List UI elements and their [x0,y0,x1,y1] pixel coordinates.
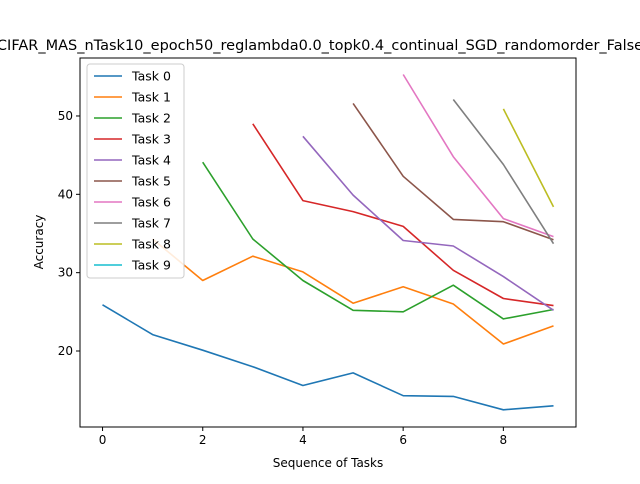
legend-label: Task 1 [131,90,171,105]
legend-label: Task 2 [131,111,171,126]
y-tick-label: 40 [58,187,73,201]
x-tick-label: 8 [500,433,508,447]
legend-label: Task 0 [131,69,171,84]
x-tick-label: 0 [99,433,107,447]
series-lines [102,74,555,411]
series-line-task-2 [202,161,554,320]
series-line-task-8 [502,108,555,208]
chart-title: CIFAR_MAS_nTask10_epoch50_reglambda0.0_t… [0,38,640,54]
y-axis-label: Accuracy [32,215,46,270]
x-tick-label: 2 [199,433,207,447]
legend-label: Task 4 [131,153,171,168]
x-tick-label: 6 [399,433,407,447]
y-tick-label: 50 [58,109,73,123]
plot-frame [79,57,577,428]
series-line-task-7 [452,99,555,245]
x-tick-label: 4 [299,433,307,447]
legend-label: Task 7 [131,216,171,231]
series-line-task-6 [402,74,554,238]
legend-label: Task 5 [131,174,171,189]
legend: Task 0 Task 1 Task 2 Task 3 Task 4 Task 5 Task… [86,63,185,279]
legend-label: Task 3 [131,132,171,147]
series-line-task-1 [152,238,554,345]
series-line-task-3 [252,123,554,307]
series-line-task-0 [102,304,554,411]
legend-label: Task 8 [131,237,171,252]
series-line-task-5 [352,102,554,241]
legend-label: Task 6 [131,195,171,210]
y-tick-label: 20 [58,344,73,358]
x-axis-label: Sequence of Tasks [273,456,384,470]
y-tick-label: 30 [58,266,73,280]
axis-ticks: 0 2 4 6 8 20 30 40 50 [58,109,507,447]
legend-label: Task 9 [131,258,171,273]
series-line-task-4 [302,135,554,311]
